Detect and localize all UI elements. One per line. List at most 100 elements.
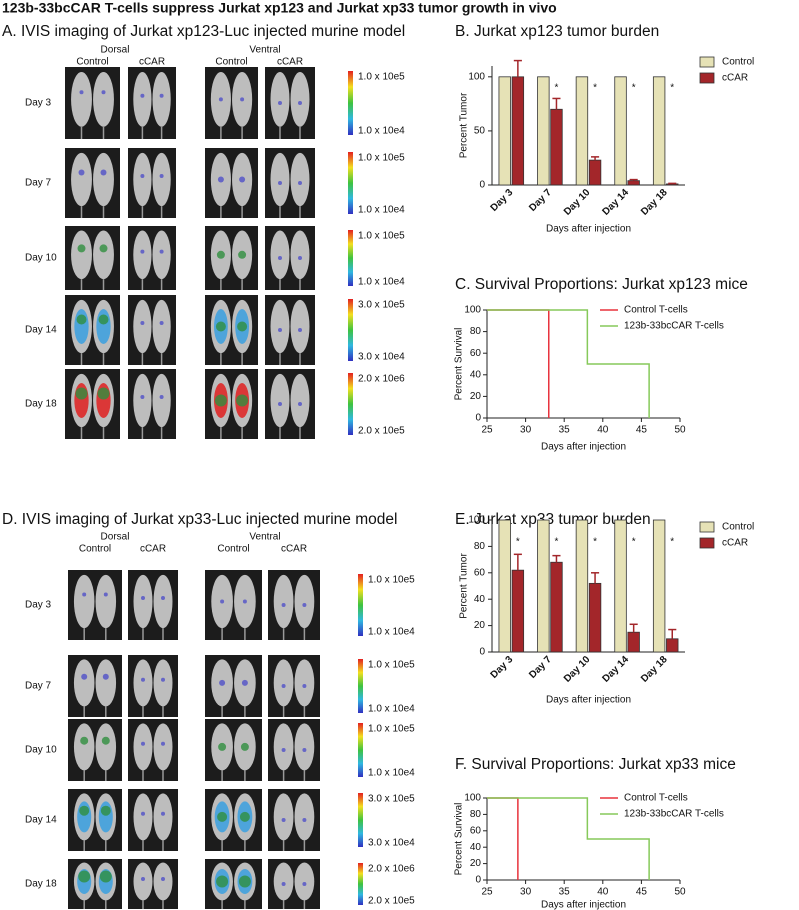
view-label: Ventral — [249, 45, 280, 56]
legend-label: Control — [722, 522, 754, 533]
signal — [278, 101, 282, 105]
color-scale — [358, 723, 363, 777]
group-label: Control — [217, 544, 249, 555]
signal — [298, 402, 302, 406]
signal — [96, 309, 111, 344]
survival-line — [487, 797, 650, 880]
x-tick-label: 40 — [597, 887, 609, 898]
day-label: Day 10 — [25, 253, 57, 264]
x-tick-label: 25 — [481, 887, 493, 898]
x-tick-label: Day 7 — [527, 187, 554, 214]
signal — [100, 169, 107, 176]
significance: * — [555, 83, 559, 94]
mouse-body — [93, 152, 114, 207]
y-tick-label: 60 — [470, 348, 482, 359]
x-tick-label: 30 — [520, 425, 532, 436]
scale-min: 2.0 x 10e5 — [358, 426, 405, 437]
mouse-body — [133, 72, 152, 127]
legend-swatch — [699, 521, 715, 533]
mouse-body — [153, 659, 173, 707]
y-tick-label: 50 — [474, 126, 486, 137]
bar — [511, 76, 525, 186]
signal — [281, 748, 286, 752]
x-tick-label: Day 7 — [527, 654, 554, 681]
bar — [614, 76, 627, 186]
mouse-body — [133, 574, 153, 629]
group-label: cCAR — [140, 544, 166, 555]
signal — [159, 321, 164, 325]
signal — [159, 174, 164, 178]
signal — [238, 250, 247, 259]
mouse-body — [95, 574, 117, 629]
mouse-body — [153, 793, 173, 841]
signal — [302, 818, 307, 822]
mouse-body — [294, 574, 315, 629]
signal — [141, 677, 145, 682]
mouse-body — [273, 793, 294, 841]
x-tick-label: Day 10 — [562, 654, 593, 685]
x-axis-label: Days after injection — [541, 442, 626, 453]
color-scale — [358, 574, 363, 636]
mouse-body — [152, 152, 171, 207]
signal — [98, 314, 109, 325]
scale-max: 2.0 x 10e6 — [358, 374, 405, 385]
x-tick-label: 30 — [520, 887, 532, 898]
y-tick-label: 20 — [470, 858, 482, 869]
mouse-body — [93, 230, 114, 280]
scale-min: 1.0 x 10e4 — [368, 704, 415, 715]
group-label: Control — [76, 57, 108, 68]
group-label: Control — [79, 544, 111, 555]
y-tick-label: 80 — [470, 326, 482, 337]
mouse-body — [290, 230, 310, 280]
significance: * — [670, 83, 674, 94]
day-label: Day 14 — [25, 325, 57, 336]
view-label: Dorsal — [101, 532, 130, 543]
signal — [141, 596, 145, 600]
bar — [588, 582, 602, 653]
color-scale — [348, 230, 353, 286]
signal — [99, 870, 112, 883]
signal — [298, 328, 302, 332]
signal — [219, 679, 226, 686]
legend-label: 123b-33bcCAR T-cells — [624, 809, 724, 820]
legend-swatch — [699, 72, 715, 84]
scale-min: 3.0 x 10e4 — [368, 838, 415, 849]
bar — [575, 76, 589, 186]
signal — [239, 811, 250, 822]
significance: * — [593, 83, 597, 94]
day-label: Day 14 — [25, 815, 57, 826]
y-tick-label: 100 — [464, 793, 481, 804]
day-label: Day 7 — [25, 681, 52, 692]
y-axis-label: Percent Tumor — [459, 92, 470, 158]
signal — [302, 882, 307, 886]
signal — [82, 592, 87, 597]
mouse-body — [133, 299, 152, 354]
mouse-body — [294, 862, 315, 901]
view-label: Ventral — [249, 532, 280, 543]
mouse-body — [71, 72, 92, 127]
signal — [159, 93, 164, 98]
signal — [278, 256, 282, 260]
signal — [241, 679, 248, 686]
signal — [239, 176, 246, 183]
signal — [302, 748, 307, 752]
day-label: Day 10 — [25, 745, 57, 756]
y-tick-label: 100 — [464, 305, 481, 316]
signal — [281, 882, 286, 886]
scale-max: 3.0 x 10e5 — [368, 794, 415, 805]
x-tick-label: Day 14 — [601, 654, 632, 685]
mouse-body — [294, 793, 315, 841]
scale-max: 1.0 x 10e5 — [368, 660, 415, 671]
signal — [161, 741, 165, 746]
x-tick-label: 40 — [597, 425, 609, 436]
y-axis-label: Percent Tumor — [459, 553, 470, 619]
signal — [99, 244, 108, 253]
scale-min: 1.0 x 10e4 — [368, 768, 415, 779]
mouse-body — [133, 230, 152, 280]
y-tick-label: 0 — [475, 875, 481, 886]
panel-label: D. IVIS imaging of Jurkat xp33-Luc injec… — [2, 511, 397, 528]
bar — [666, 638, 679, 653]
mouse-body — [71, 230, 92, 280]
legend-label: cCAR — [722, 538, 748, 549]
